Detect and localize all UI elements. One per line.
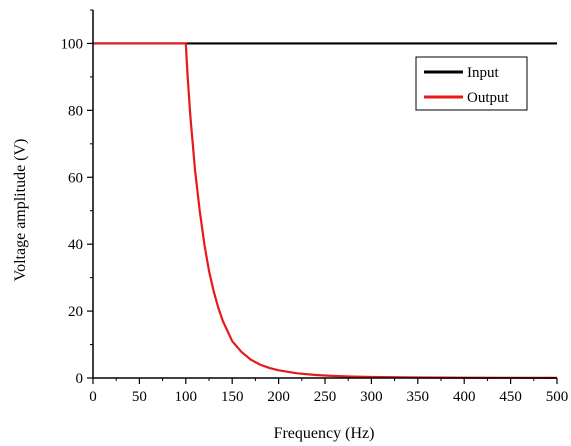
- x-tick-label: 150: [221, 389, 244, 405]
- x-tick-label: 450: [499, 389, 522, 405]
- ticks-layer: 0 50 100 150 200 250 300 350 400 450 500 0 20 40 60 80 1…: [61, 9, 569, 405]
- y-tick-label: 100: [61, 36, 84, 52]
- x-tick-label: 250: [314, 389, 337, 405]
- y-tick-label: 60: [68, 170, 83, 186]
- y-tick-label: 80: [68, 103, 83, 119]
- x-tick-label: 500: [546, 389, 569, 405]
- y-tick-label: 20: [68, 304, 83, 320]
- x-tick-label: 300: [360, 389, 383, 405]
- x-tick-label: 400: [453, 389, 476, 405]
- x-tick-label: 200: [267, 389, 290, 405]
- x-tick-label: 100: [175, 389, 198, 405]
- legend-box: [415, 56, 528, 111]
- x-tick-label: 350: [407, 389, 430, 405]
- series-line-output: [93, 42, 558, 379]
- legend: Input Output: [415, 56, 528, 111]
- y-tick-label: 40: [68, 237, 83, 253]
- x-tick-label: 50: [132, 389, 147, 405]
- legend-label-output: Output: [467, 90, 510, 106]
- x-tick-label: 0: [89, 389, 97, 405]
- y-tick-label: 0: [76, 371, 84, 387]
- series-layer: [93, 42, 558, 379]
- legend-label-input: Input: [467, 65, 499, 81]
- x-axis-label: Frequency (Hz): [274, 425, 375, 442]
- y-axis-label: Voltage amplitude (V): [12, 139, 29, 282]
